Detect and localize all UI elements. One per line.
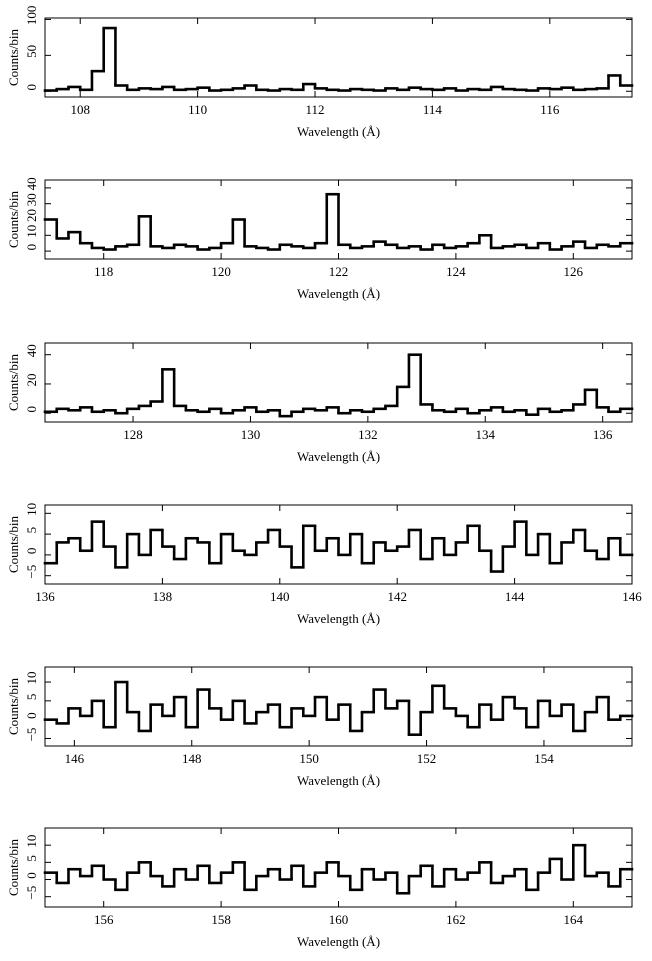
x-tick-label: 142: [387, 589, 407, 604]
step-connector: [55, 28, 622, 91]
x-tick-label: 136: [35, 589, 55, 604]
x-tick-label: 140: [270, 589, 290, 604]
y-tick-label: 20: [24, 209, 39, 222]
panel: 118 120 122 124 126 0 10 20 30 40 Wavelength (Å) Co…: [6, 177, 634, 301]
y-tick-label: −5: [24, 886, 39, 900]
step-connector: [55, 194, 622, 250]
x-tick-label: 128: [123, 427, 143, 442]
x-tick-label: 158: [211, 912, 231, 927]
x-tick-label: 152: [417, 751, 437, 766]
x-tick-label: 120: [211, 264, 231, 279]
x-tick-label: 130: [241, 427, 261, 442]
x-tick-label: 134: [476, 427, 496, 442]
x-tick-label: 112: [306, 102, 325, 117]
x-tick-label: 138: [153, 589, 173, 604]
x-tick-label: 146: [65, 751, 85, 766]
x-tick-label: 162: [446, 912, 466, 927]
step-connector: [55, 845, 622, 894]
x-tick-label: 132: [358, 427, 378, 442]
x-tick-label: 108: [70, 102, 90, 117]
x-tick-label: 144: [505, 589, 525, 604]
y-tick-label: 20: [24, 373, 39, 386]
x-axis-label: Wavelength (Å): [297, 124, 380, 139]
y-tick-label: 0: [24, 406, 39, 413]
plot-frame: [44, 17, 633, 98]
y-axis-label: Counts/bin: [6, 515, 21, 573]
y-tick-label: 5: [24, 855, 39, 862]
x-tick-label: 136: [593, 427, 613, 442]
panel: 156 158 160 162 164 −5 0 5 10 Wavelength (Å) Count…: [6, 827, 634, 949]
panel: 128 130 132 134 136 0 20 40 Wavelength (Å) Counts…: [6, 342, 634, 464]
x-axis-label: Wavelength (Å): [297, 934, 380, 949]
step-connector: [55, 354, 622, 417]
x-tick-label: 122: [329, 264, 349, 279]
x-tick-label: 156: [94, 912, 114, 927]
y-tick-label: 5: [24, 694, 39, 701]
x-tick-label: 160: [329, 912, 349, 927]
step-connector: [55, 521, 622, 572]
x-tick-label: 114: [423, 102, 443, 117]
x-tick-label: 110: [188, 102, 207, 117]
y-tick-label: 30: [24, 193, 39, 206]
x-tick-label: 116: [540, 102, 560, 117]
y-tick-label: −5: [24, 728, 39, 742]
step-connector: [55, 682, 622, 735]
y-tick-label: 0: [24, 872, 39, 879]
y-axis-label: Counts/bin: [6, 28, 21, 86]
plot-frame: [44, 504, 633, 585]
panel: 136 138 140 142 144 146 −5 0 5 10 Wavelength (Å) Co…: [6, 503, 642, 626]
x-tick-label: 146: [622, 589, 642, 604]
y-tick-label: 0: [24, 712, 39, 719]
y-tick-label: 10: [24, 503, 39, 516]
plot-frame: [44, 342, 633, 423]
y-tick-label: 50: [24, 45, 39, 58]
y-axis-label: Counts/bin: [6, 353, 21, 411]
x-tick-label: 154: [534, 751, 554, 766]
y-axis-label: Counts/bin: [6, 190, 21, 248]
y-tick-label: 10: [24, 225, 39, 238]
x-tick-label: 126: [564, 264, 584, 279]
y-tick-label: 100: [24, 6, 39, 26]
y-tick-label: 0: [24, 548, 39, 555]
x-tick-label: 124: [446, 264, 466, 279]
y-tick-label: 0: [24, 84, 39, 91]
x-tick-label: 118: [94, 264, 113, 279]
y-tick-label: 0: [24, 244, 39, 251]
x-axis-label: Wavelength (Å): [297, 286, 380, 301]
y-tick-label: 40: [24, 177, 39, 190]
plot-frame: [44, 666, 633, 747]
y-tick-label: 10: [24, 835, 39, 848]
y-tick-label: 5: [24, 527, 39, 534]
panel: 146 148 150 152 154 −5 0 5 10 Wavelength (Å) Count…: [6, 666, 634, 788]
y-axis-label: Counts/bin: [6, 677, 21, 735]
x-axis-label: Wavelength (Å): [297, 773, 380, 788]
x-tick-label: 148: [182, 751, 202, 766]
x-axis-label: Wavelength (Å): [297, 449, 380, 464]
x-tick-label: 164: [564, 912, 584, 927]
x-tick-label: 150: [299, 751, 319, 766]
x-axis-label: Wavelength (Å): [297, 611, 380, 626]
panel: 108 110 112 114 116 0 50 100 Wavelength (Å) Count…: [6, 6, 634, 139]
y-axis-label: Counts/bin: [6, 838, 21, 896]
y-tick-label: 10: [24, 672, 39, 685]
y-tick-label: −5: [24, 565, 39, 579]
y-tick-label: 40: [24, 344, 39, 357]
